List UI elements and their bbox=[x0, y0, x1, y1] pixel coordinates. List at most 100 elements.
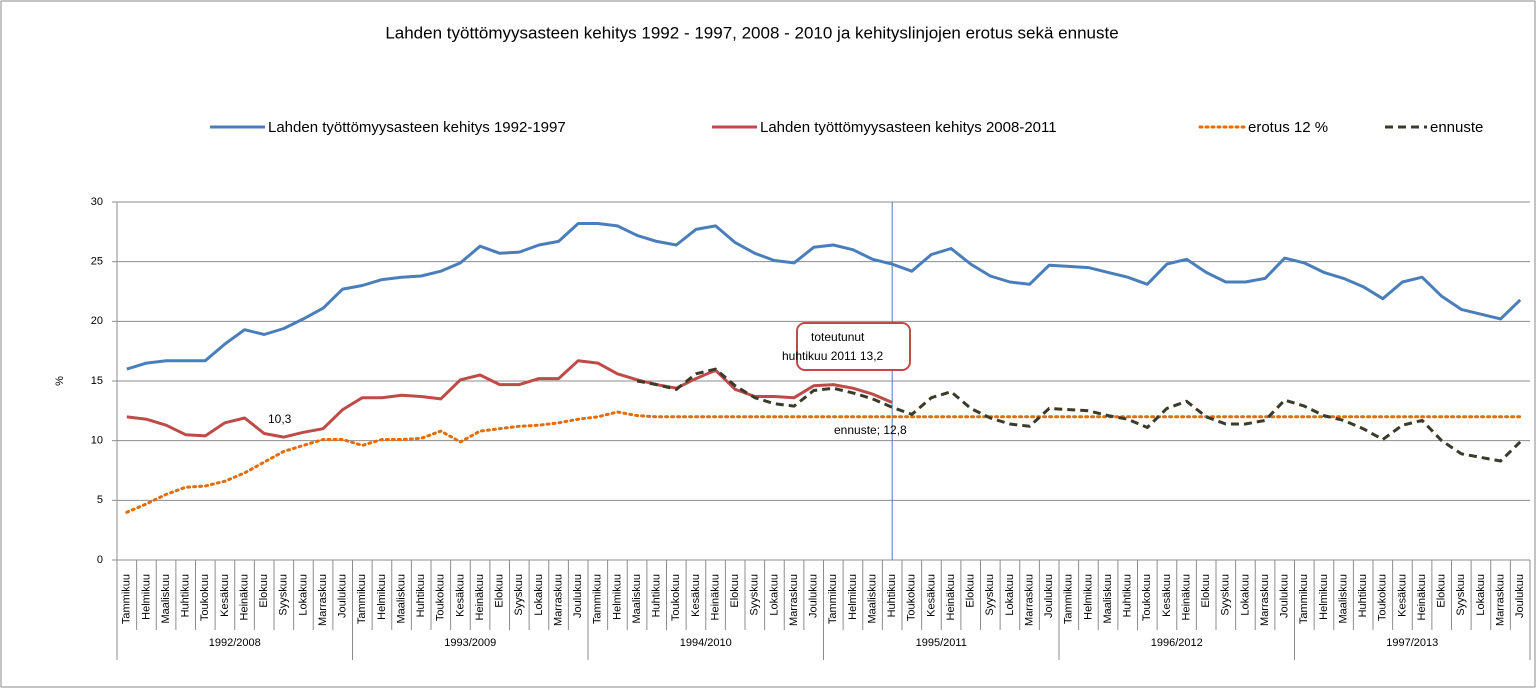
annotation: 10,3 bbox=[268, 412, 292, 426]
y-tick-label: 0 bbox=[97, 554, 103, 566]
x-tick-label: Syyskuu bbox=[1455, 574, 1467, 616]
x-tick-label: Syyskuu bbox=[984, 574, 996, 616]
x-tick-label: Huhtikuu bbox=[886, 574, 898, 617]
group-label: 1992/2008 bbox=[209, 637, 261, 649]
x-tick-label: Syyskuu bbox=[513, 574, 525, 616]
x-tick-label: Helmikuu bbox=[847, 574, 859, 620]
x-tick-label: Kesäkuu bbox=[1396, 574, 1408, 617]
group-label: 1995/2011 bbox=[916, 637, 967, 649]
x-tick-label: Toukokuu bbox=[670, 574, 682, 621]
x-tick-label: Kesäkuu bbox=[925, 574, 937, 617]
x-tick-label: Tammikuu bbox=[121, 574, 133, 624]
x-tick-label: Heinäkuu bbox=[1416, 574, 1428, 620]
x-tick-label: Maaliskuu bbox=[160, 574, 172, 624]
x-tick-label: Helmikuu bbox=[140, 574, 152, 620]
x-tick-label: Lokakuu bbox=[1004, 574, 1016, 616]
x-tick-label: Huhtikuu bbox=[651, 574, 663, 617]
x-tick-label: Helmikuu bbox=[611, 574, 623, 620]
x-tick-label: Marraskuu bbox=[788, 574, 800, 626]
x-tick-label: Syyskuu bbox=[1220, 574, 1232, 616]
x-tick-label: Joulukuu bbox=[337, 574, 349, 618]
y-tick-label: 25 bbox=[91, 256, 103, 268]
x-tick-label: Maaliskuu bbox=[1102, 574, 1114, 624]
x-tick-label: Maaliskuu bbox=[1337, 574, 1349, 624]
x-tick-label: Marraskuu bbox=[1494, 574, 1506, 626]
x-tick-label: Elokuu bbox=[258, 574, 270, 608]
x-tick-label: Toukokuu bbox=[1377, 574, 1389, 621]
x-tick-label: Heinäkuu bbox=[238, 574, 250, 620]
x-tick-label: Helmikuu bbox=[1082, 574, 1094, 620]
callout-box bbox=[796, 322, 911, 371]
x-tick-label: Kesäkuu bbox=[1161, 574, 1173, 617]
x-tick-label: Maaliskuu bbox=[395, 574, 407, 624]
x-tick-label: Lokakuu bbox=[1239, 574, 1251, 616]
x-tick-label: Elokuu bbox=[729, 574, 741, 608]
legend-label: ennuste bbox=[1430, 119, 1483, 136]
y-tick-label: 20 bbox=[91, 315, 103, 327]
x-tick-label: Joulukuu bbox=[1514, 574, 1526, 618]
group-label: 1993/2009 bbox=[444, 637, 496, 649]
x-tick-label: Heinäkuu bbox=[474, 574, 486, 620]
x-tick-label: Elokuu bbox=[1200, 574, 1212, 608]
group-label: 1994/2010 bbox=[680, 637, 732, 649]
x-tick-label: Marraskuu bbox=[1023, 574, 1035, 626]
series-line bbox=[126, 222, 1522, 371]
x-tick-label: Elokuu bbox=[1436, 574, 1448, 608]
y-tick-label: 5 bbox=[97, 494, 103, 506]
x-tick-label: Toukokuu bbox=[906, 574, 918, 621]
x-tick-label: Toukokuu bbox=[199, 574, 211, 621]
x-tick-label: Lokakuu bbox=[768, 574, 780, 616]
annotation: ennuste; 12,8 bbox=[834, 423, 907, 437]
y-tick-label: 10 bbox=[91, 435, 103, 447]
x-tick-label: Maaliskuu bbox=[866, 574, 878, 624]
series-line bbox=[125, 410, 1522, 514]
y-axis-label: % bbox=[54, 376, 66, 386]
x-tick-label: Lokakuu bbox=[533, 574, 545, 616]
x-tick-label: Heinäkuu bbox=[709, 574, 721, 620]
y-tick-label: 15 bbox=[91, 375, 103, 387]
x-tick-label: Joulukuu bbox=[572, 574, 584, 618]
x-tick-label: Helmikuu bbox=[376, 574, 388, 620]
x-tick-label: Tammikuu bbox=[592, 574, 604, 624]
chart-title: Lahden työttömyysasteen kehitys 1992 - 1… bbox=[385, 23, 1118, 42]
x-tick-label: Huhtikuu bbox=[1122, 574, 1134, 617]
x-tick-label: Toukokuu bbox=[1141, 574, 1153, 621]
series-line bbox=[636, 367, 1522, 463]
series-line bbox=[126, 359, 893, 439]
x-tick-label: Maaliskuu bbox=[631, 574, 643, 624]
x-tick-label: Heinäkuu bbox=[1180, 574, 1192, 620]
x-tick-label: Elokuu bbox=[494, 574, 506, 608]
x-tick-label: Kesäkuu bbox=[454, 574, 466, 617]
x-tick-label: Syyskuu bbox=[278, 574, 290, 616]
x-tick-label: Tammikuu bbox=[356, 574, 368, 624]
x-tick-label: Joulukuu bbox=[1279, 574, 1291, 618]
x-tick-label: Huhtikuu bbox=[415, 574, 427, 617]
x-tick-label: Tammikuu bbox=[1063, 574, 1075, 624]
annotation: huhtikuu 2011 13,2 bbox=[782, 349, 884, 363]
annotation: toteutunut bbox=[811, 330, 865, 344]
x-tick-label: Lokakuu bbox=[1475, 574, 1487, 616]
x-tick-label: Tammikuu bbox=[1298, 574, 1310, 624]
x-tick-label: Syyskuu bbox=[749, 574, 761, 616]
legend-label: erotus 12 % bbox=[1248, 119, 1328, 136]
x-tick-label: Tammikuu bbox=[827, 574, 839, 624]
x-tick-label: Marraskuu bbox=[1259, 574, 1271, 626]
x-tick-label: Kesäkuu bbox=[690, 574, 702, 617]
x-tick-label: Kesäkuu bbox=[219, 574, 231, 617]
x-tick-label: Joulukuu bbox=[1043, 574, 1055, 618]
x-tick-label: Marraskuu bbox=[317, 574, 329, 626]
x-tick-label: Joulukuu bbox=[808, 574, 820, 618]
x-tick-label: Lokakuu bbox=[297, 574, 309, 616]
group-label: 1997/2013 bbox=[1386, 637, 1438, 649]
x-tick-label: Helmikuu bbox=[1318, 574, 1330, 620]
x-tick-label: Marraskuu bbox=[552, 574, 564, 626]
x-tick-label: Toukokuu bbox=[435, 574, 447, 621]
legend-label: Lahden työttömyysasteen kehitys 2008-201… bbox=[760, 119, 1057, 136]
legend-label: Lahden työttömyysasteen kehitys 1992-199… bbox=[268, 119, 566, 136]
group-label: 1996/2012 bbox=[1151, 637, 1203, 649]
x-tick-label: Huhtikuu bbox=[180, 574, 192, 617]
x-tick-label: Huhtikuu bbox=[1357, 574, 1369, 617]
x-tick-label: Heinäkuu bbox=[945, 574, 957, 620]
